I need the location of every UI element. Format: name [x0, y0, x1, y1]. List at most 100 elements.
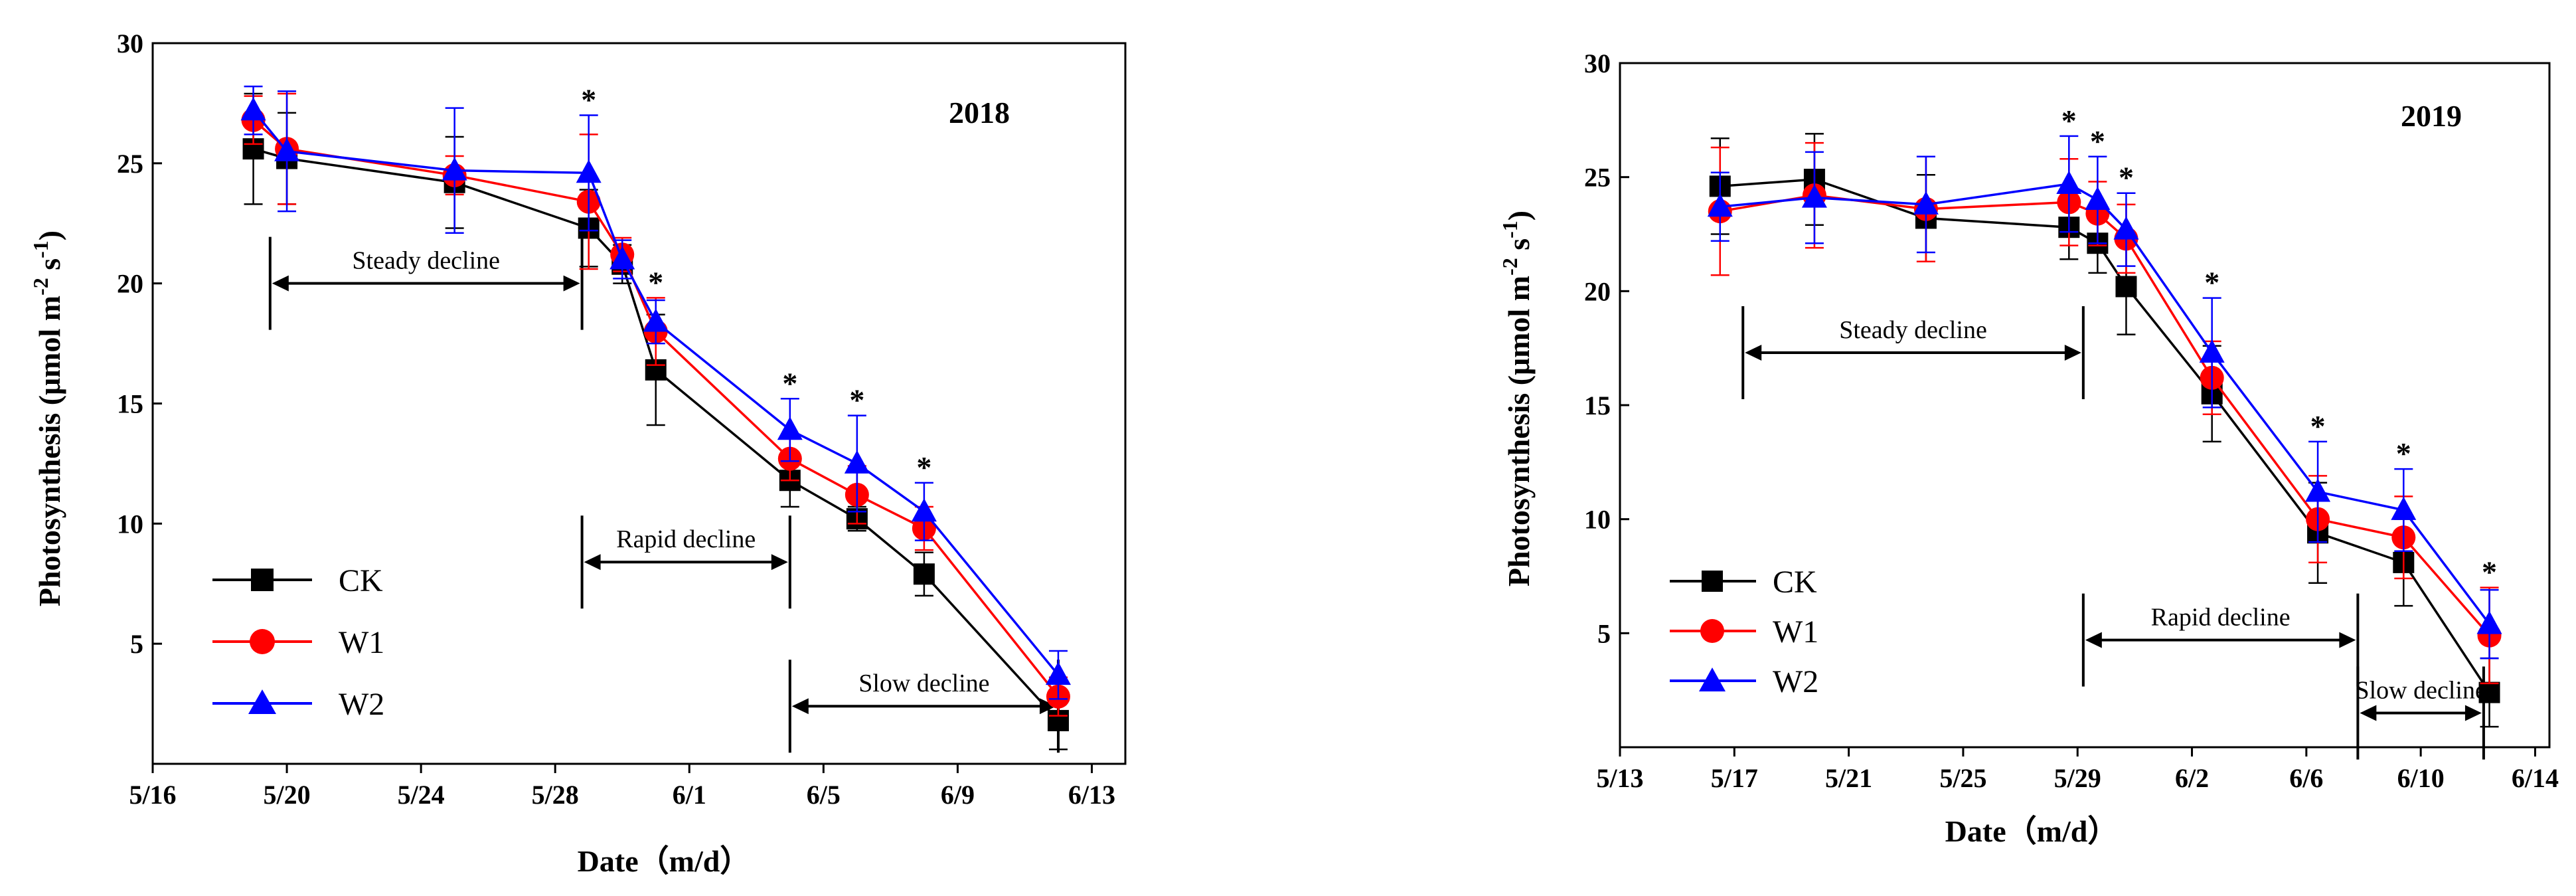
data-point-w2: [911, 498, 937, 522]
y-tick-label: 5: [1597, 618, 1611, 648]
data-point-w2: [2085, 187, 2111, 210]
y-axis-title-sup1: -2: [29, 278, 52, 296]
x-tick-label: 6/10: [2397, 763, 2445, 793]
chart-2019: 2019 Date（m/d） Photosynthesis (μmol m-2 …: [1498, 48, 2559, 848]
y-axis-title-mid: s: [1502, 238, 1536, 258]
x-tick-label: 6/1: [673, 780, 706, 810]
y-tick-label: 5: [130, 629, 143, 659]
legend-marker-ck: [1702, 571, 1723, 592]
phase-arrow-head-left: [1745, 345, 1762, 361]
data-point-w2: [2199, 339, 2225, 363]
data-point-w2: [2056, 170, 2082, 194]
data-point-w2: [442, 157, 467, 181]
data-point-w2: [2305, 478, 2331, 502]
y-tick-label: 10: [117, 509, 143, 539]
phase-arrow-head-right: [563, 275, 580, 292]
y-axis-title-end: ): [33, 230, 66, 240]
y-tick-label: 15: [117, 389, 143, 419]
chart-2018: 2018 Date（m/d） Photosynthesis (μmol m-2 …: [29, 29, 1127, 878]
phase-arrow-head-left: [2360, 705, 2377, 721]
data-point-w2: [777, 416, 803, 440]
legend-marker-ck: [251, 569, 274, 591]
y-axis-title-sup1: -2: [1498, 258, 1522, 276]
significance-star: *: [2090, 124, 2105, 158]
significance-star: *: [782, 366, 797, 400]
phase-arrow-head-left: [2085, 632, 2102, 648]
y-axis-title: Photosynthesis (μmol m-2 s-1): [29, 230, 66, 606]
data-point-w2: [274, 137, 300, 161]
legend-label-ck: CK: [339, 563, 383, 598]
legend-marker-w2: [1699, 668, 1726, 691]
phase-arrow-head-right: [771, 554, 788, 571]
data-point-w2: [2113, 216, 2139, 240]
significance-star: *: [2204, 266, 2219, 300]
phase-arrow-head-right: [2464, 705, 2482, 721]
y-tick-label: 20: [117, 269, 143, 299]
phase-annotation: Slow decline: [2355, 666, 2486, 760]
x-tick-label: 5/25: [1939, 763, 1986, 793]
data-point-w2: [643, 308, 669, 332]
series-w1: [1708, 141, 2502, 685]
x-tick-label: 5/13: [1596, 763, 1643, 793]
phase-label: Slow decline: [2355, 677, 2486, 705]
x-tick-label: 5/24: [398, 780, 445, 810]
phase-arrow-head-left: [584, 554, 601, 571]
phase-arrow-head-left: [791, 698, 809, 715]
significance-star: *: [2482, 555, 2497, 589]
significance-star: *: [2061, 104, 2077, 137]
x-tick-label: 6/6: [2289, 763, 2323, 793]
data-point-w2: [844, 450, 870, 474]
y-tick-label: 25: [117, 149, 143, 179]
series-line-w2: [1720, 183, 2490, 625]
x-tick-label: 6/9: [941, 780, 975, 810]
y-tick-label: 25: [1584, 163, 1611, 193]
series-w2: [1707, 135, 2502, 660]
y-tick-label: 30: [1584, 48, 1611, 78]
phase-annotation: Steady decline: [268, 236, 584, 330]
phase-annotation: Rapid decline: [580, 515, 791, 609]
data-point-w2: [1801, 184, 1827, 208]
significance-star: *: [916, 450, 931, 484]
y-tick-label: 30: [117, 29, 143, 58]
y-tick-label: 20: [1584, 276, 1611, 306]
y-axis-title-sup2: -1: [29, 240, 52, 258]
data-point-w2: [2391, 496, 2417, 520]
x-tick-label: 5/17: [1711, 763, 1758, 793]
data-point-ck: [913, 563, 935, 585]
data-point-w2: [576, 159, 602, 183]
significance-star: *: [648, 265, 663, 299]
legend: CK W1 W2: [1670, 565, 1818, 699]
phase-label: Slow decline: [858, 670, 989, 697]
legend-label-w2: W2: [1773, 664, 1818, 699]
phase-annotation: Slow decline: [788, 660, 1060, 753]
y-axis-title-mid: s: [33, 258, 66, 278]
x-axis-title: Date（m/d）: [1945, 814, 2119, 848]
y-axis-title-sup2: -1: [1498, 221, 1522, 238]
significance-star: *: [849, 383, 864, 417]
phase-annotation: Steady decline: [1741, 306, 2085, 400]
legend-marker-w2: [248, 689, 276, 714]
series-line-ck: [253, 147, 1060, 722]
legend-marker-w1: [1700, 619, 1724, 643]
legend-label-w2: W2: [339, 687, 384, 722]
phase-label: Rapid decline: [2151, 604, 2291, 632]
data-point-w2: [1045, 662, 1071, 685]
series-line-w1: [1720, 194, 2490, 636]
y-tick-label: 15: [1584, 391, 1611, 420]
x-tick-label: 6/14: [2512, 763, 2559, 793]
data-point-w2: [609, 246, 635, 270]
series-line-ck: [1720, 178, 2490, 693]
series-w2: [240, 85, 1071, 700]
significance-star: *: [581, 83, 596, 117]
data-point-ck: [2115, 276, 2137, 298]
data-point-w2: [2476, 610, 2502, 634]
series-line-w2: [252, 110, 1060, 676]
phase-arrow-head-right: [1039, 698, 1056, 715]
year-label: 2018: [949, 96, 1010, 130]
data-point-ck: [2478, 681, 2500, 703]
legend-marker-w1: [250, 629, 275, 654]
y-axis-title-end: ): [1502, 211, 1536, 221]
legend-label-ck: CK: [1773, 565, 1817, 600]
significance-star: *: [2396, 436, 2411, 470]
